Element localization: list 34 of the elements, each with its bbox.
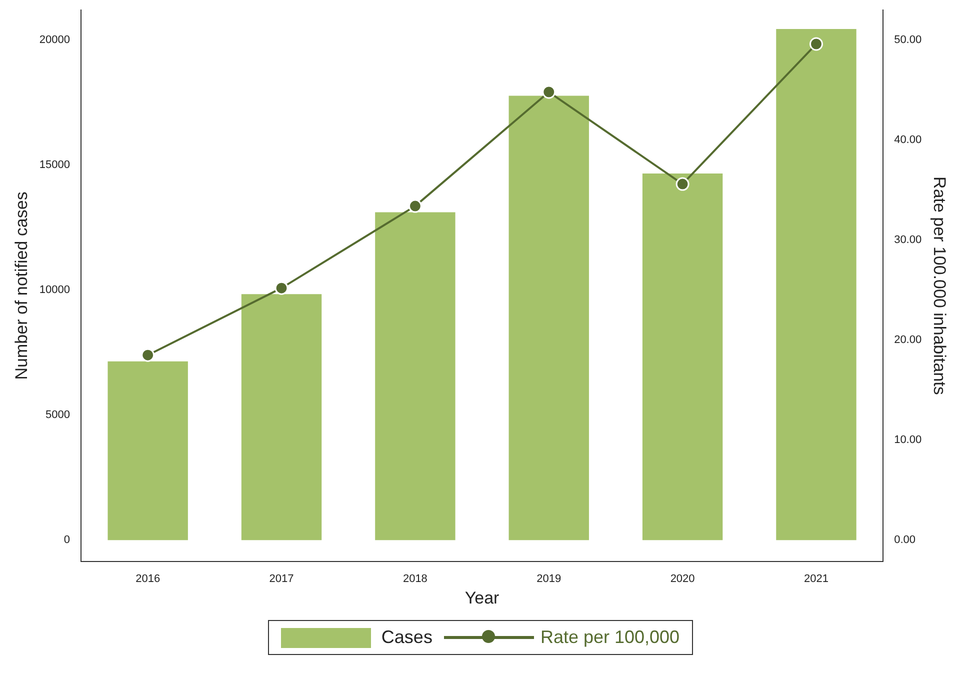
point: [141, 348, 155, 362]
bar: [508, 96, 589, 540]
y2-tick-label: 50.00: [894, 34, 922, 46]
point: [809, 37, 823, 51]
bar: [375, 212, 456, 540]
y2-tick-label: 40.00: [894, 134, 922, 146]
x-tick-label: 2016: [136, 573, 160, 586]
y2-tick-label: 10.00: [894, 434, 922, 446]
y-tick-label: 20000: [39, 34, 70, 46]
y2-axis-title: Rate per 100.000 inhabitants: [930, 176, 950, 395]
x-tick-label: 2020: [670, 573, 695, 586]
legend-label: Cases: [381, 627, 432, 648]
bar: [241, 294, 322, 540]
bar: [642, 174, 723, 540]
y-tick-label: 5000: [46, 409, 70, 422]
point: [676, 177, 690, 191]
y-axis-title: Number of notified cases: [12, 192, 31, 380]
x-tick-label: 2018: [402, 573, 428, 586]
y-tick-label: 15000: [39, 159, 70, 172]
x-tick-label: 2019: [536, 573, 562, 586]
point: [408, 199, 422, 213]
y-tick-label: 10000: [39, 284, 70, 296]
y2-tick-label: 20.00: [894, 334, 922, 346]
point: [274, 281, 288, 295]
point: [542, 85, 556, 99]
bar: [776, 29, 856, 540]
y2-tick-label: 30.00: [894, 234, 922, 246]
bar: [108, 361, 188, 540]
y2-tick-label: 0.00: [894, 534, 916, 546]
x-axis-title: Year: [464, 588, 500, 608]
x-tick-label: 2021: [804, 573, 828, 586]
y-tick-label: 0: [64, 534, 70, 546]
x-tick-label: 2017: [269, 573, 294, 586]
text: Rate per 100,000: [540, 627, 680, 648]
